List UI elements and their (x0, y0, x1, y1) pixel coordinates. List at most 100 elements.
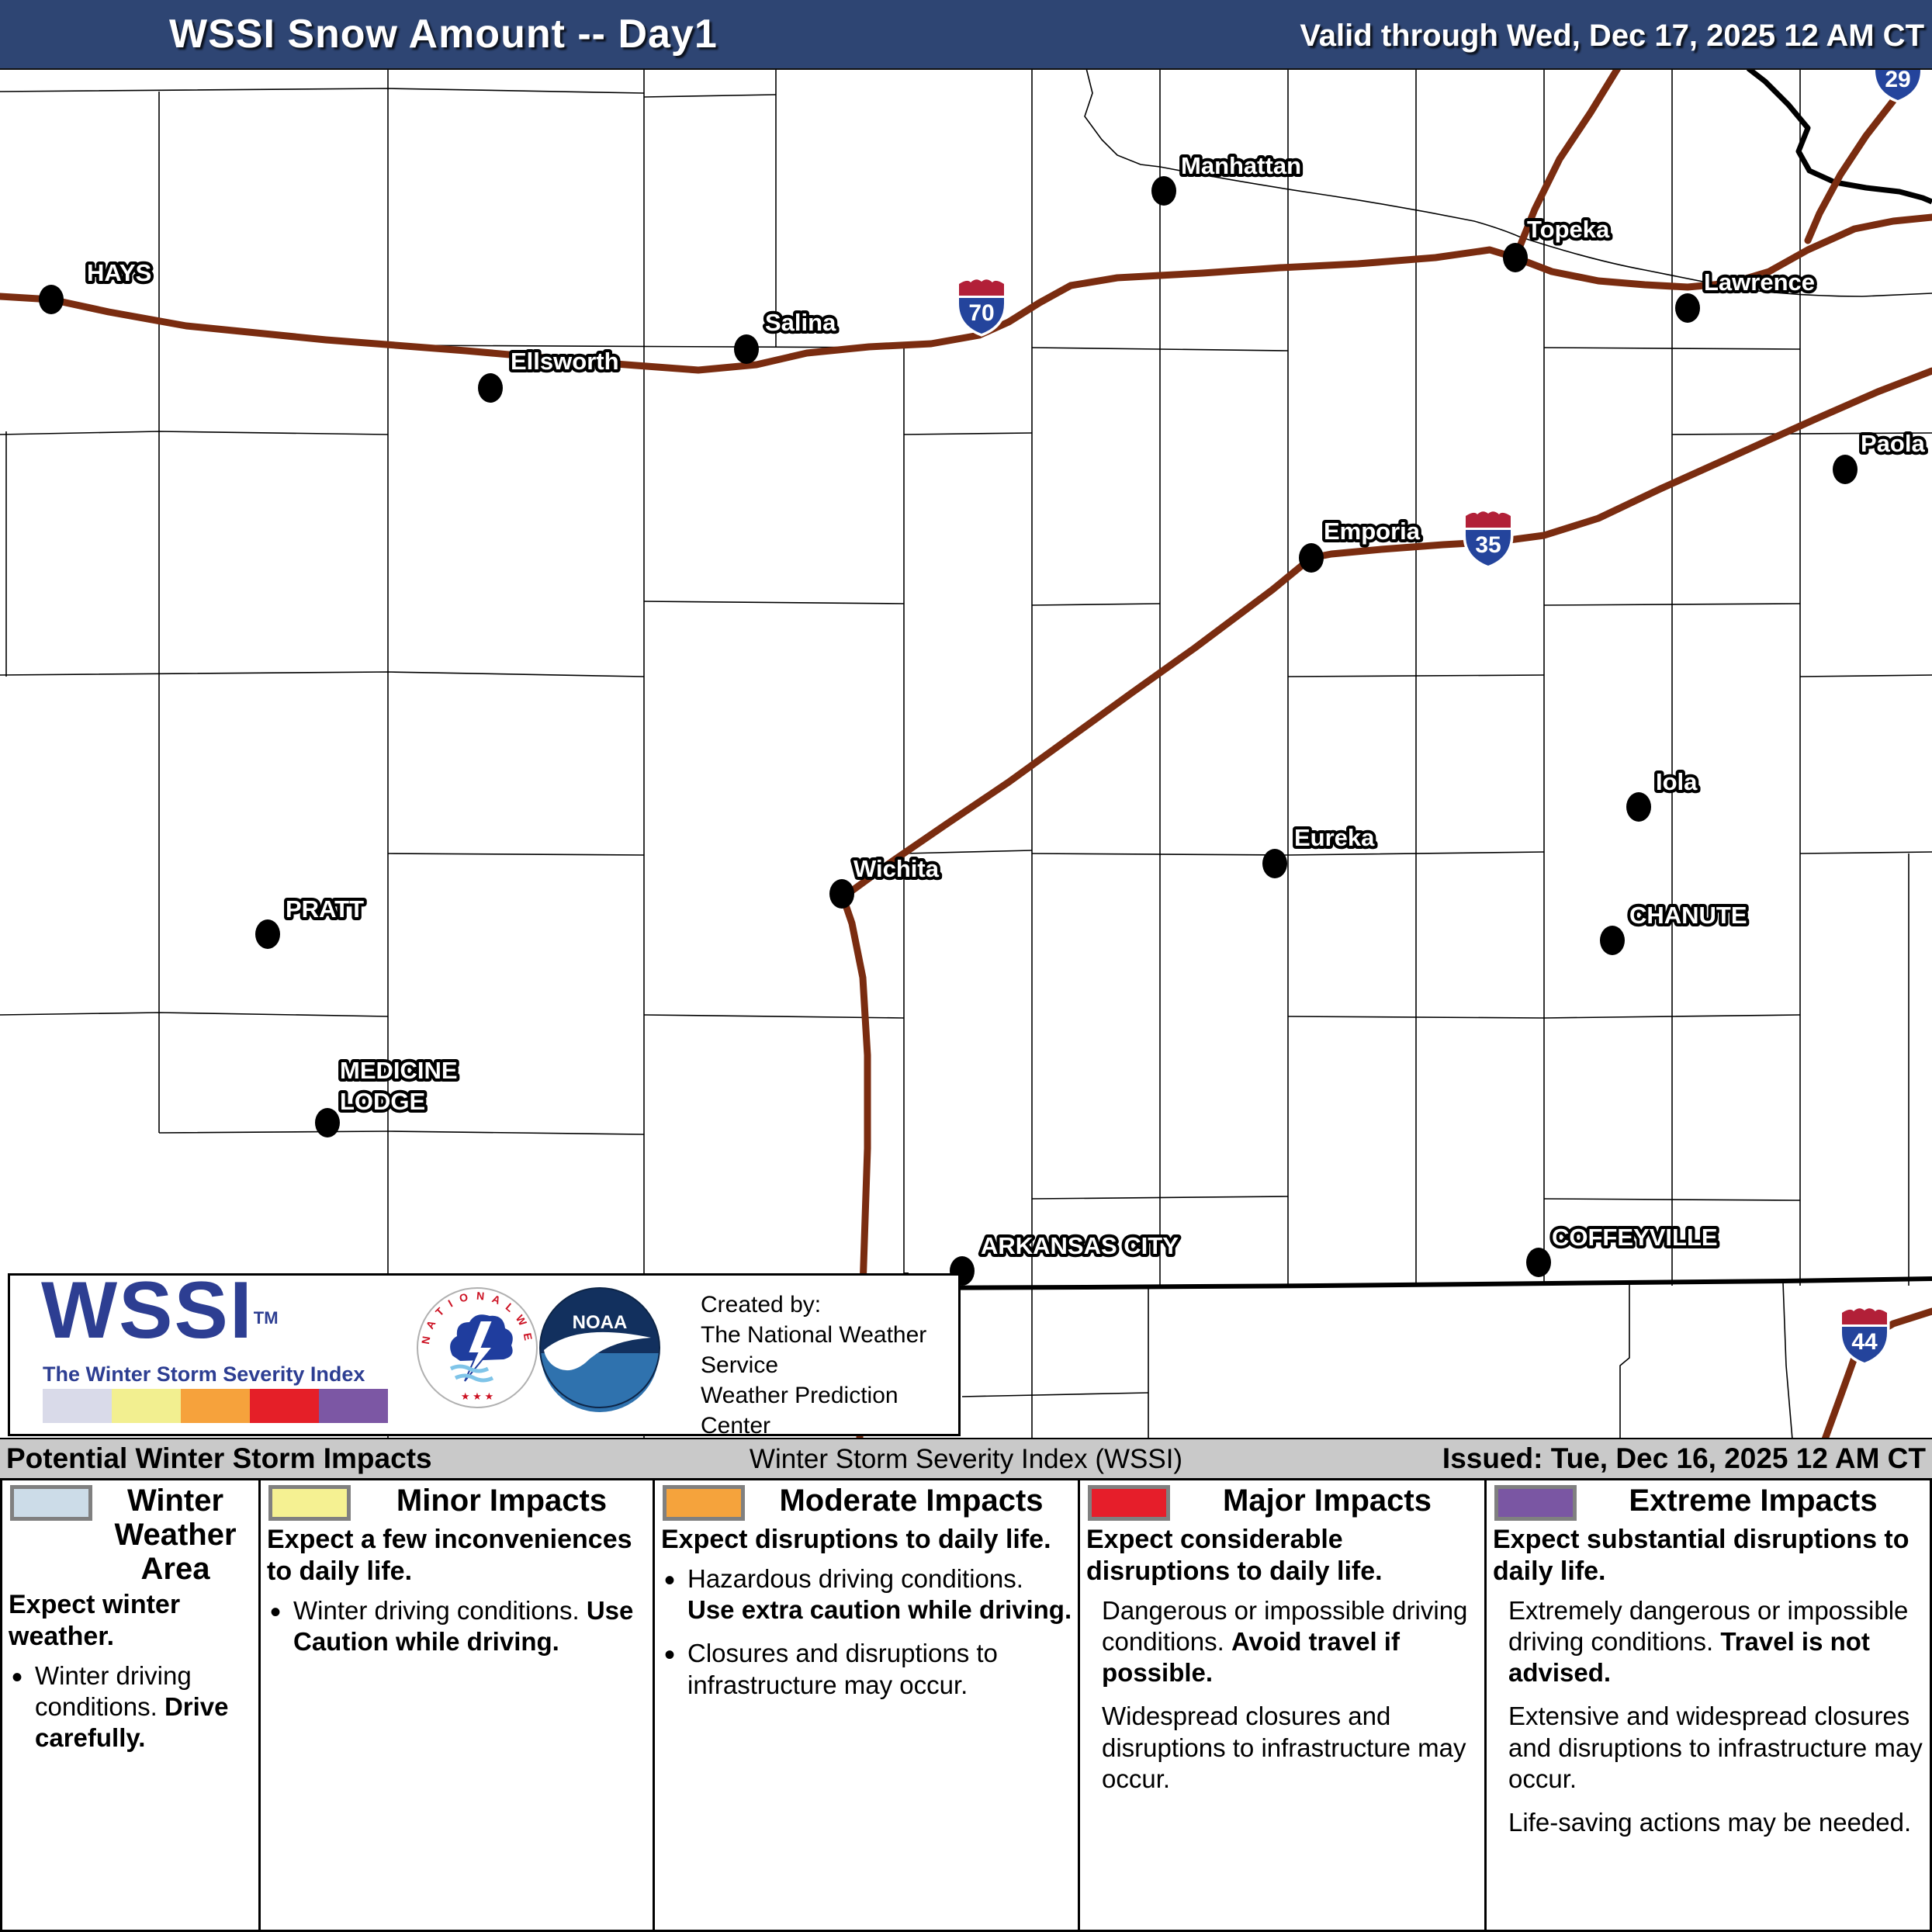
city-dot (1675, 293, 1700, 323)
wssi-bar-subtitle: Winter Storm Severity Index (WSSI) (749, 1444, 1183, 1474)
page-title: WSSI Snow Amount -- Day1 (169, 12, 718, 57)
city-label: Eureka (1294, 824, 1375, 851)
minor-impacts-lead: Expect a few inconveniences to daily lif… (267, 1525, 632, 1586)
wssi-severity-color-strip (43, 1389, 388, 1423)
city-label: MEDICINE LODGE (340, 1057, 458, 1115)
city-label: PRATT (286, 895, 364, 923)
svg-text:70: 70 (968, 300, 994, 326)
city-dot (255, 919, 280, 949)
legend-column-minor: Minor Impacts Expect a few inconvenience… (258, 1480, 653, 1930)
issued-timestamp: Issued: Tue, Dec 16, 2025 12 AM CT (1442, 1442, 1926, 1474)
wssi-logo-box: WSSITM The Winter Storm Severity Index N… (8, 1265, 961, 1439)
extreme-impacts-lead: Expect substantial disruptions to daily … (1493, 1525, 1909, 1586)
created-by-line1: The National Weather Service (701, 1322, 927, 1378)
extreme-impacts-item: Life-saving actions may be needed. (1508, 1808, 1912, 1837)
minor-impacts-item: Winter driving conditions. Use Caution w… (265, 1594, 648, 1658)
moderate-impacts-title: Moderate Impacts (779, 1484, 1044, 1518)
extreme-impacts-item: Extremely dangerous or impossible drivin… (1508, 1595, 1909, 1688)
city-dot (1600, 926, 1625, 955)
impacts-bar-title: Potential Winter Storm Impacts (6, 1442, 432, 1474)
city-dot (1151, 176, 1176, 206)
city-dot (734, 334, 759, 364)
city-label: Wichita (853, 855, 940, 882)
minor-impacts-swatch (268, 1485, 351, 1521)
severity-strip-segment (112, 1389, 181, 1423)
city-dot (1262, 849, 1287, 878)
major-impacts-item: Widespread closures and disruptions to i… (1102, 1702, 1466, 1793)
major-impacts-lead: Expect considerable disruptions to daily… (1086, 1525, 1383, 1586)
noaa-wordmark: NOAA (573, 1312, 628, 1333)
city-label: HAYS (87, 259, 151, 286)
city-label: CHANUTE (1629, 902, 1747, 929)
header-bar: WSSI Snow Amount -- Day1 Valid through W… (0, 0, 1932, 70)
extreme-impacts-title: Extreme Impacts (1629, 1484, 1878, 1518)
moderate-impacts-item: Closures and disruptions to infrastructu… (660, 1636, 1073, 1701)
impacts-legend: Winter Weather Area Expect winter weathe… (0, 1478, 1932, 1932)
issued-bar: Potential Winter Storm Impacts Winter St… (0, 1438, 1932, 1478)
valid-through-text: Valid through Wed, Dec 17, 2025 12 AM CT (1300, 19, 1924, 53)
created-by-block: Created by: The National Weather Service… (701, 1290, 958, 1441)
agency-logos: N A T I O N A L W E A T H E R ★ ★ ★ NOAA (414, 1282, 660, 1412)
interstate-70-shield-icon: 70 (956, 276, 1007, 337)
legend-column-major: Major Impacts Expect considerable disrup… (1078, 1480, 1484, 1930)
created-by-line2: Weather Prediction Center (701, 1383, 898, 1439)
legend-column-moderate: Moderate Impacts Expect disruptions to d… (653, 1480, 1078, 1930)
city-label: Emporia (1324, 518, 1421, 545)
city-label: Salina (765, 309, 836, 336)
winter-weather-item: Winter driving conditions. Drive careful… (7, 1659, 254, 1754)
city-label: Manhattan (1181, 152, 1301, 179)
interstate-44-shield-icon: 44 (1839, 1305, 1890, 1366)
major-impacts-item: Dangerous or impossible driving conditio… (1102, 1595, 1468, 1688)
city-dot (1299, 543, 1324, 573)
winter-weather-title: Winter Weather Area (114, 1484, 237, 1586)
city-label: Paola (1861, 430, 1925, 457)
city-dot (39, 285, 64, 314)
legend-column-extreme: Extreme Impacts Expect substantial disru… (1484, 1480, 1930, 1930)
county-lines (0, 68, 1932, 1440)
major-impacts-swatch (1088, 1485, 1170, 1521)
interstate-35-road (838, 367, 1932, 1443)
city-dot (315, 1108, 340, 1137)
city-dot (829, 879, 854, 909)
city-dot (1626, 792, 1651, 822)
severity-strip-segment (250, 1389, 319, 1423)
interstate-35-shield-icon: 35 (1463, 508, 1514, 569)
moderate-impacts-lead: Expect disruptions to daily life. (661, 1525, 1051, 1554)
nws-logo-icon: N A T I O N A L W E A T H E R ★ ★ ★ (414, 1282, 538, 1408)
us-75-road (1511, 64, 1622, 261)
winter-weather-swatch (10, 1485, 92, 1521)
trademark-symbol: TM (253, 1308, 279, 1328)
extreme-impacts-item: Extensive and widespread closures and di… (1508, 1702, 1923, 1793)
city-dot (1526, 1248, 1551, 1277)
city-dot (1503, 243, 1528, 272)
noaa-logo-icon: NOAA (539, 1287, 660, 1412)
wssi-wordmark: WSSITM (41, 1265, 279, 1356)
moderate-impacts-swatch (663, 1485, 745, 1521)
created-by-label: Created by: (701, 1292, 822, 1317)
nws-stars: ★ ★ ★ (461, 1390, 493, 1402)
river-line (1746, 66, 1932, 205)
minor-impacts-title: Minor Impacts (396, 1484, 608, 1518)
city-dot (478, 373, 503, 403)
legend-column-winter-weather: Winter Weather Area Expect winter weathe… (2, 1480, 258, 1930)
winter-weather-lead: Expect winter weather. (9, 1590, 181, 1651)
city-label: ARKANSAS CITY (981, 1232, 1179, 1259)
city-dot (1833, 455, 1858, 484)
major-impacts-title: Major Impacts (1223, 1484, 1432, 1518)
severity-strip-segment (319, 1389, 388, 1423)
severity-strip-segment (181, 1389, 250, 1423)
city-label: Ellsworth (511, 348, 619, 375)
city-markers: Manhattan Topeka Lawrence HAYS Salina Ellswor… (39, 149, 1928, 1286)
severity-strip-segment (43, 1389, 112, 1423)
extreme-impacts-swatch (1494, 1485, 1577, 1521)
city-label: Topeka (1527, 216, 1610, 243)
svg-text:29: 29 (1885, 67, 1910, 92)
city-label: Lawrence (1704, 268, 1815, 296)
city-label: Iola (1656, 768, 1698, 795)
svg-text:35: 35 (1475, 532, 1501, 558)
wssi-tagline: The Winter Storm Severity Index (43, 1362, 365, 1386)
moderate-impacts-item: Hazardous driving conditions. Use extra … (660, 1562, 1073, 1626)
interstate-70-road (0, 213, 1932, 374)
city-label: COFFEYVILLE (1552, 1224, 1718, 1251)
